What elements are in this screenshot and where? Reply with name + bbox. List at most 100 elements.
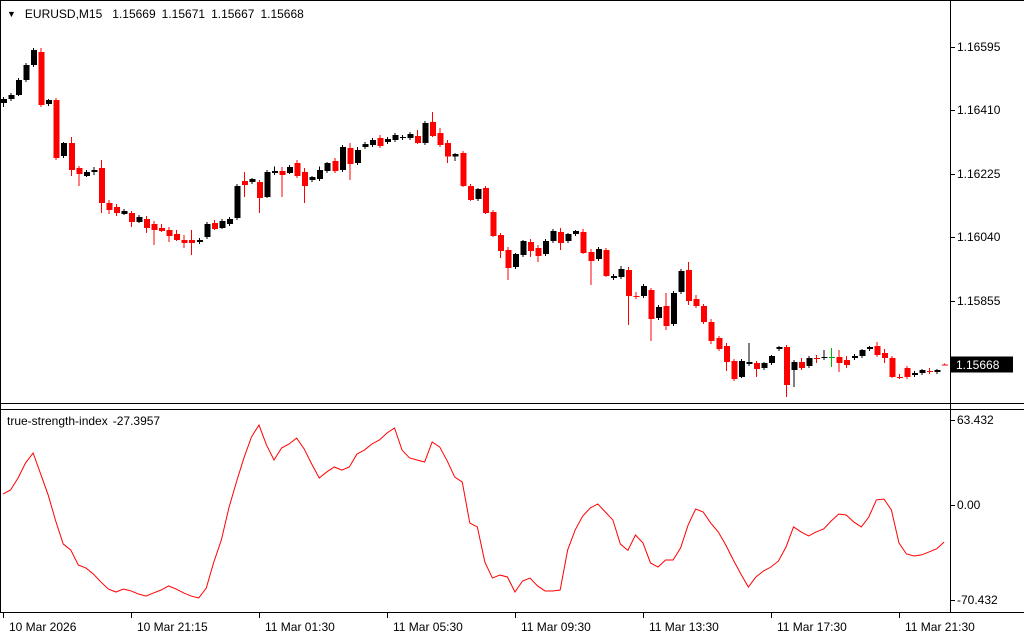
candle	[279, 171, 286, 175]
candle	[400, 137, 407, 139]
quote-high: 1.15671	[161, 7, 206, 21]
candle	[272, 171, 279, 174]
candle	[415, 136, 422, 143]
candle	[859, 349, 866, 357]
candle	[580, 232, 587, 253]
time-tick-label: 10 Mar 21:15	[137, 620, 208, 634]
candle	[497, 235, 504, 251]
candle	[482, 187, 489, 213]
candle	[512, 253, 519, 268]
price-tick-label: 1.15855	[957, 294, 1001, 308]
candle	[543, 240, 550, 254]
current-price-label: 1.15668	[956, 358, 1000, 372]
candle	[384, 139, 391, 142]
candle	[151, 223, 158, 231]
candle	[686, 270, 693, 301]
candle	[61, 142, 68, 156]
candle	[46, 100, 53, 104]
indicator-value: -27.3957	[112, 414, 161, 428]
candle	[377, 138, 384, 147]
candle	[196, 239, 203, 242]
candle	[309, 176, 316, 180]
chart-header: ▼ EURUSD,M15 1.15669 1.15671 1.15667 1.15668	[7, 7, 310, 21]
candle	[53, 100, 60, 159]
candle	[874, 346, 881, 356]
candle	[746, 361, 753, 364]
candle	[23, 65, 30, 80]
candle	[625, 270, 632, 297]
candle	[249, 178, 256, 183]
candle	[821, 357, 828, 359]
candle	[106, 202, 113, 211]
price-tick-label: 1.16410	[957, 103, 1001, 117]
quote-close: 1.15668	[260, 7, 304, 21]
candle	[136, 216, 143, 223]
candle	[934, 370, 941, 372]
candle	[829, 357, 836, 359]
candle	[38, 52, 45, 105]
time-tick-label: 11 Mar 01:30	[265, 620, 335, 634]
candle	[520, 240, 527, 256]
price-tick-label: 1.16225	[957, 167, 1001, 181]
candle	[663, 306, 670, 326]
candle	[648, 289, 655, 320]
candle	[799, 361, 806, 369]
candle	[588, 251, 595, 262]
candle	[896, 377, 903, 379]
candle	[452, 153, 459, 157]
candle	[814, 357, 821, 359]
candle	[927, 370, 934, 372]
candle	[693, 298, 700, 307]
candle	[671, 293, 678, 324]
candle	[633, 296, 640, 298]
tsi-line	[2, 423, 945, 599]
price-tick-label: 1.16595	[957, 40, 1001, 54]
time-tick-label: 11 Mar 09:30	[521, 620, 591, 634]
symbol-dropdown-icon[interactable]: ▼	[7, 9, 16, 19]
candle	[317, 170, 324, 179]
candle	[264, 172, 271, 198]
candle	[595, 248, 602, 260]
candle	[866, 346, 873, 349]
candle	[347, 148, 354, 164]
candle	[437, 133, 444, 146]
candle	[256, 182, 263, 199]
candle	[806, 357, 813, 367]
candle	[919, 370, 926, 373]
time-tick-label: 11 Mar 13:30	[649, 620, 719, 634]
candle	[528, 241, 535, 251]
quote-low: 1.15667	[211, 7, 255, 21]
candle	[189, 239, 196, 244]
tsi-tick-label: -70.432	[957, 593, 998, 607]
candle	[339, 147, 346, 171]
candle	[8, 94, 15, 100]
tsi-tick-label: 0.00	[957, 498, 981, 512]
candle	[535, 247, 542, 257]
candle	[407, 134, 414, 139]
candle	[844, 359, 851, 366]
candle	[211, 223, 218, 229]
candle	[467, 186, 474, 200]
candlestick-series	[1, 48, 949, 397]
candle	[392, 135, 399, 140]
candle	[791, 361, 798, 371]
candle	[1, 99, 7, 103]
candle	[16, 79, 23, 95]
candle	[723, 346, 730, 362]
candle	[362, 143, 369, 148]
candle	[294, 162, 301, 176]
candle	[31, 50, 38, 66]
candle	[716, 337, 723, 349]
candle	[768, 356, 775, 363]
candle	[226, 219, 233, 224]
candle	[128, 212, 135, 223]
time-tick-label: 11 Mar 05:30	[393, 620, 463, 634]
candle	[204, 223, 211, 237]
candle	[573, 231, 580, 235]
candle	[241, 180, 248, 186]
price-tick-label: 1.16040	[957, 230, 1001, 244]
candle	[731, 360, 738, 380]
